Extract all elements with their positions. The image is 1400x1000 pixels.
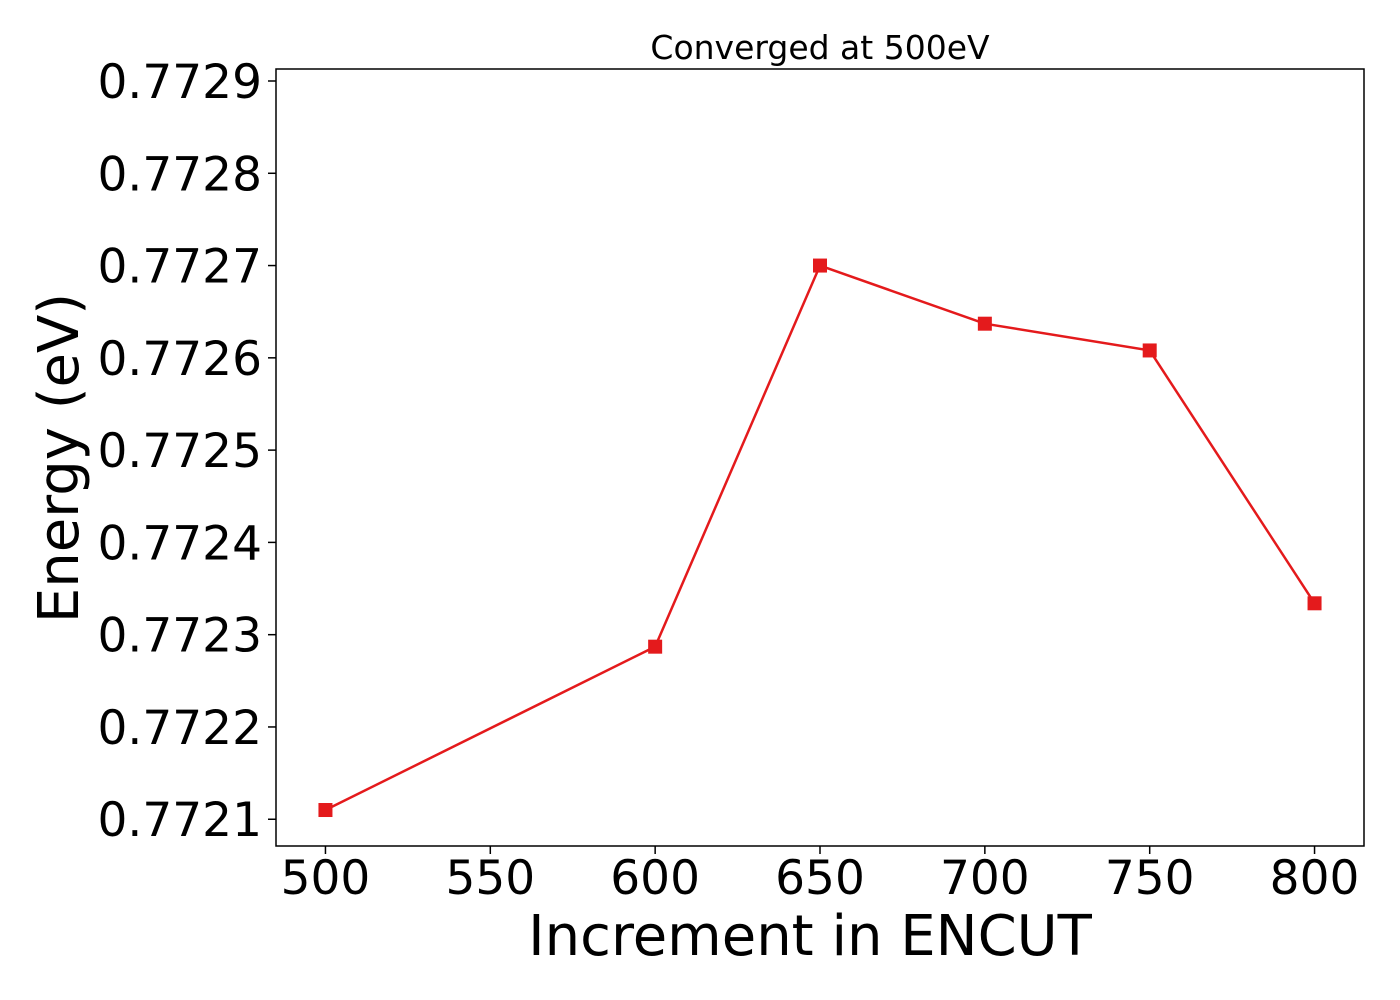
x-tick-label: 650: [775, 851, 865, 906]
y-tick-label: 0.7721: [98, 793, 262, 848]
plot-marks: [318, 258, 1322, 818]
plot-frame: [275, 68, 1365, 847]
x-axis-title: Increment in ENCUT: [528, 904, 1093, 969]
data-point-marker: [318, 803, 333, 818]
data-point-marker: [1142, 343, 1157, 358]
x-tick-label: 750: [1105, 851, 1195, 906]
x-tick-label: 700: [940, 851, 1030, 906]
y-tick-label: 0.7728: [98, 147, 262, 202]
data-point-marker: [648, 639, 663, 654]
data-point-marker: [813, 258, 827, 273]
x-tick-label: 500: [281, 851, 371, 906]
y-axis-ticks: 0.7721 0.7722 0.7723 0.7724 0.7725 0.7726 0.77…: [98, 55, 276, 848]
x-tick-label: 800: [1270, 851, 1360, 906]
y-tick-label: 0.7725: [98, 424, 262, 479]
chart-title: Converged at 500eV: [650, 28, 990, 67]
y-tick-label: 0.7729: [98, 55, 262, 110]
series-line: [324, 263, 1316, 812]
data-point-marker: [1307, 596, 1322, 611]
y-tick-label: 0.7723: [98, 609, 262, 664]
x-tick-label: 550: [445, 851, 535, 906]
y-axis-title: Energy (eV): [27, 293, 92, 623]
y-tick-label: 0.7727: [98, 240, 262, 295]
data-point-marker: [977, 316, 992, 331]
x-axis-ticks: 500 550 600 650 700 750 800: [281, 846, 1360, 906]
y-tick-label: 0.7722: [98, 701, 262, 756]
x-tick-label: 600: [610, 851, 700, 906]
y-tick-label: 0.7726: [98, 332, 262, 387]
y-tick-label: 0.7724: [98, 516, 262, 571]
